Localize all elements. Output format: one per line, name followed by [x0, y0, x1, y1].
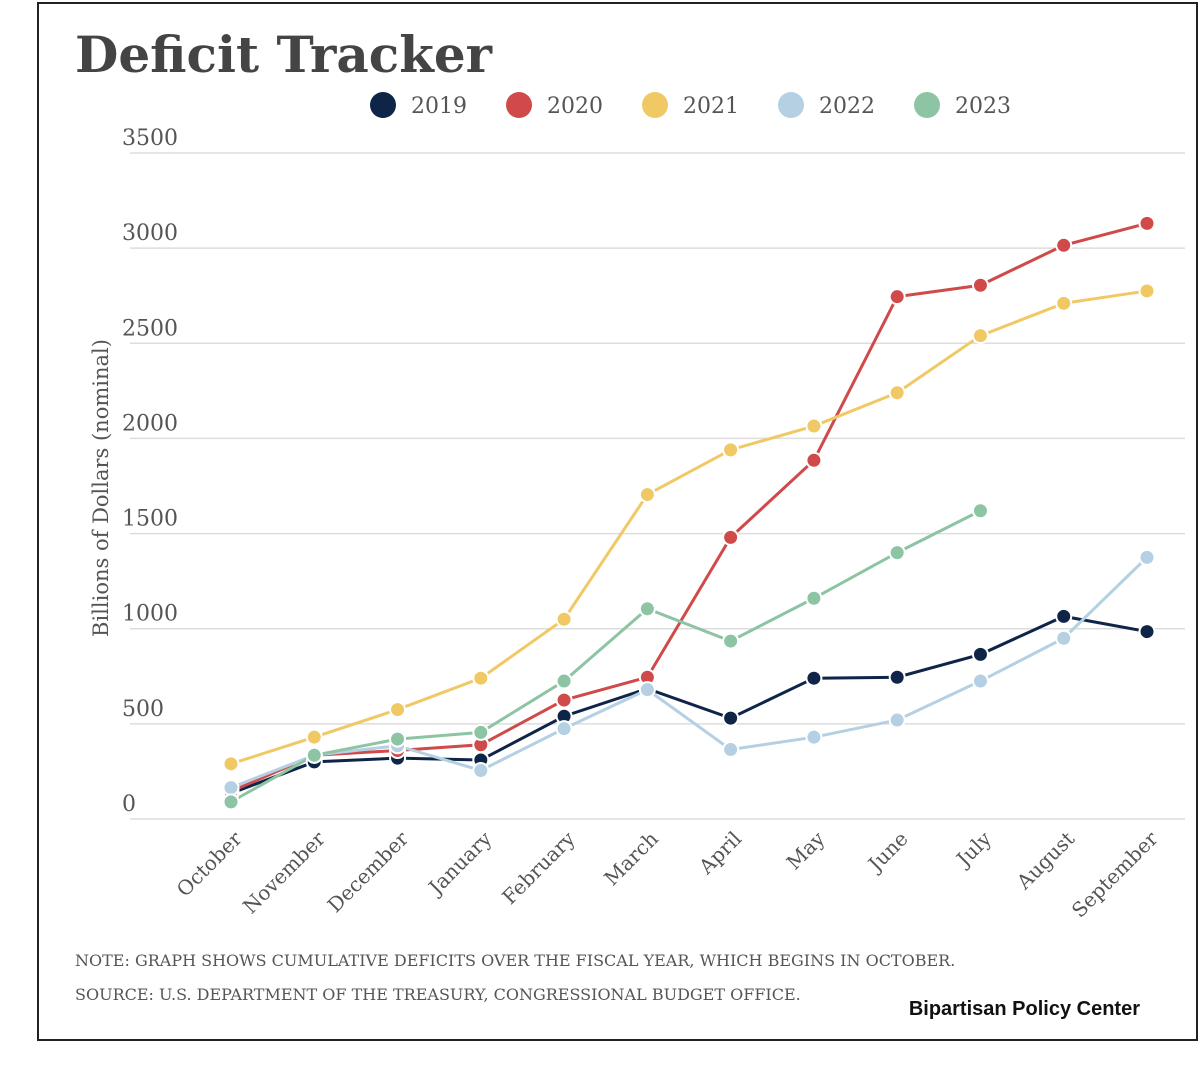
- data-point: [555, 720, 573, 738]
- legend-marker: [370, 92, 396, 118]
- y-tick-label: 1500: [122, 507, 178, 532]
- data-point: [805, 417, 823, 435]
- x-tick-label: October: [172, 826, 247, 901]
- x-tick-label: December: [323, 826, 414, 917]
- data-point: [638, 486, 656, 504]
- y-axis-label: Billions of Dollars (nominal): [89, 339, 113, 637]
- series-line: [230, 556, 1149, 790]
- data-point: [888, 668, 906, 686]
- x-tick-label: November: [238, 826, 330, 918]
- data-point: [1055, 236, 1073, 254]
- data-point: [555, 672, 573, 690]
- data-point: [888, 711, 906, 729]
- legend-marker: [914, 92, 940, 118]
- data-point: [971, 645, 989, 663]
- data-point: [722, 632, 740, 650]
- data-point: [722, 709, 740, 727]
- chart-title: Deficit Tracker: [75, 25, 493, 84]
- data-point: [222, 793, 240, 811]
- data-point: [971, 327, 989, 345]
- note: NOTE: GRAPH SHOWS CUMULATIVE DEFICITS OV…: [75, 951, 955, 970]
- data-point: [222, 779, 240, 797]
- y-tick-label: 2500: [122, 316, 178, 341]
- x-tick-label: September: [1067, 826, 1163, 922]
- series-line: [230, 221, 1148, 793]
- legend-label: 2021: [683, 94, 739, 119]
- y-tick-label: 500: [122, 697, 164, 722]
- legend-label: 2019: [411, 94, 467, 119]
- y-tick-label: 2000: [122, 411, 178, 436]
- data-point: [305, 728, 323, 746]
- legend-label: 2022: [819, 94, 875, 119]
- data-point: [888, 384, 906, 402]
- data-point: [555, 610, 573, 628]
- data-point: [472, 669, 490, 687]
- data-point: [472, 723, 490, 741]
- series-line: [230, 289, 1148, 766]
- x-tick-label: January: [422, 826, 496, 900]
- data-point: [305, 746, 323, 764]
- data-point: [971, 276, 989, 294]
- data-point: [888, 544, 906, 562]
- data-point: [971, 502, 989, 520]
- y-tick-label: 3500: [122, 126, 178, 151]
- data-point: [888, 288, 906, 306]
- series-line: [230, 614, 1148, 795]
- legend-label: 2020: [547, 94, 603, 119]
- data-point: [389, 701, 407, 719]
- legend-label: 2023: [955, 94, 1011, 119]
- y-tick-label: 3000: [122, 221, 178, 246]
- data-point: [722, 441, 740, 459]
- data-point: [805, 728, 823, 746]
- x-tick-label: February: [497, 826, 580, 909]
- data-point: [805, 669, 823, 687]
- x-tick-label: April: [693, 827, 746, 880]
- legend-marker: [506, 92, 532, 118]
- data-point: [805, 589, 823, 607]
- data-point: [389, 730, 407, 748]
- data-point: [472, 761, 490, 779]
- source: SOURCE: U.S. DEPARTMENT OF THE TREASURY,…: [75, 985, 801, 1004]
- data-point: [1055, 294, 1073, 312]
- data-point: [1138, 623, 1156, 641]
- x-tick-label: August: [1011, 827, 1079, 895]
- data-point: [1138, 548, 1156, 566]
- data-point: [1055, 607, 1073, 625]
- data-point: [722, 528, 740, 546]
- data-point: [805, 451, 823, 469]
- x-tick-label: July: [950, 826, 996, 872]
- data-point: [722, 741, 740, 759]
- data-point: [638, 681, 656, 699]
- data-point: [1138, 214, 1156, 232]
- data-point: [555, 691, 573, 709]
- legend-marker: [778, 92, 804, 118]
- data-point: [1138, 282, 1156, 300]
- x-tick-label: June: [862, 827, 913, 878]
- y-tick-label: 0: [122, 792, 136, 817]
- x-tick-label: March: [599, 826, 663, 890]
- y-tick-label: 1000: [122, 602, 178, 627]
- data-point: [971, 672, 989, 690]
- credit: Bipartisan Policy Center: [909, 998, 1140, 1020]
- data-point: [1055, 629, 1073, 647]
- data-point: [222, 755, 240, 773]
- frame: [37, 2, 1198, 1041]
- series-line: [230, 509, 982, 804]
- x-tick-label: May: [782, 826, 830, 874]
- legend-marker: [642, 92, 668, 118]
- data-point: [638, 600, 656, 618]
